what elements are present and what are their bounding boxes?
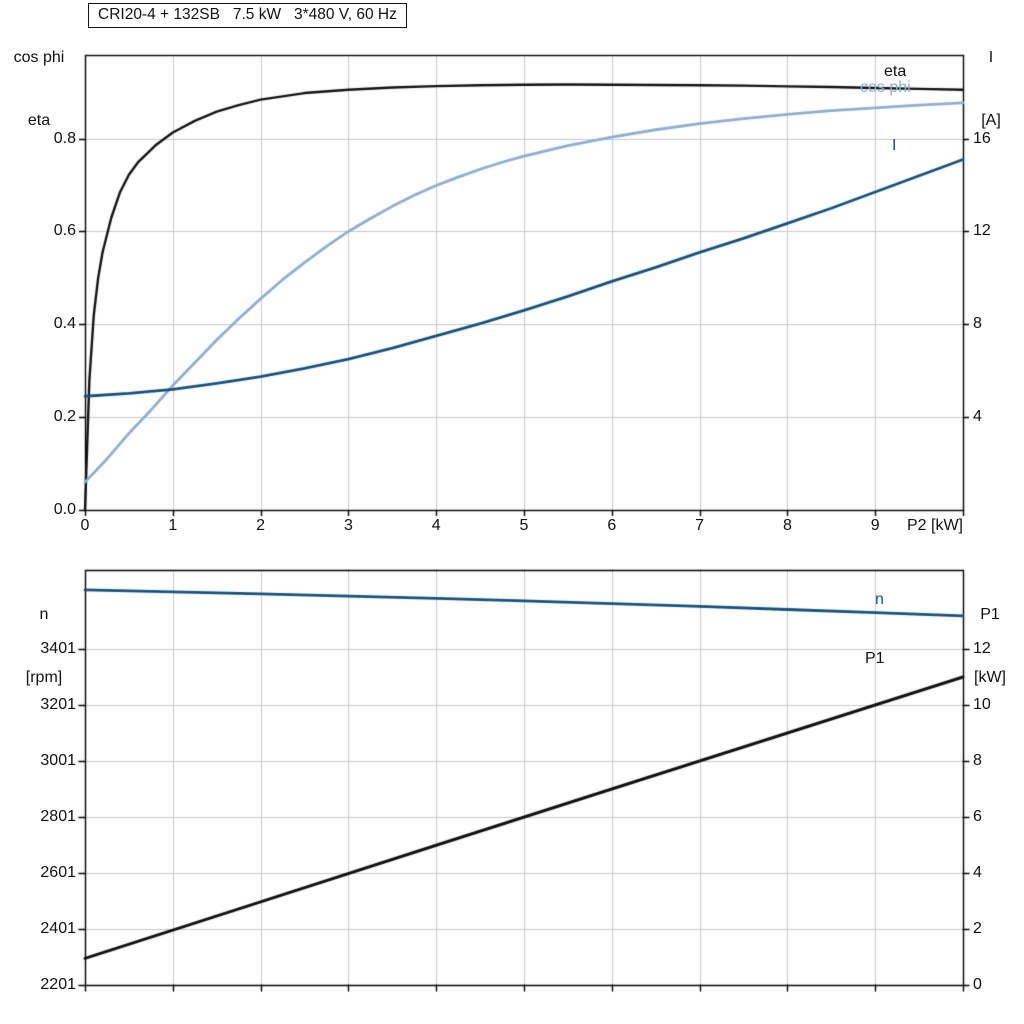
tick-label: 0.8 — [53, 129, 76, 147]
eta-axis-label: eta — [27, 112, 51, 129]
speed-unit-label: [rpm] — [25, 669, 63, 686]
bottom-left-axis-label: n [rpm] — [8, 562, 80, 730]
tick-label: 2801 — [40, 807, 76, 825]
tick-label: 0.4 — [53, 315, 76, 333]
chart-title-box: CRI20-4 + 132SB 7.5 kW 3*480 V, 60 Hz — [88, 3, 407, 28]
tick-label: 1 — [168, 517, 178, 534]
tick-label: 8 — [973, 751, 982, 769]
tick-label: 4 — [431, 517, 441, 534]
power-axis-label: P1 — [980, 606, 1000, 623]
tick-label: 12 — [973, 222, 991, 240]
tick-label: 4 — [973, 863, 982, 881]
tick-label: 3401 — [40, 639, 76, 657]
cos-phi-curve-label: cos phi — [860, 79, 911, 96]
tick-label: 5 — [519, 517, 529, 534]
bottom-right-axis-label: P1 [kW] — [960, 562, 1020, 730]
current-unit-label: [A] — [981, 112, 1001, 129]
tick-label: 0.6 — [53, 222, 76, 240]
cos-phi-axis-label: cos phi — [13, 49, 65, 66]
tick-label: 10 — [973, 695, 991, 713]
tick-label: 3201 — [40, 695, 76, 713]
power-curve-label: P1 — [865, 650, 885, 667]
x-axis-label-p2: P2 [kW] — [906, 517, 963, 534]
tick-label: 4 — [973, 408, 982, 426]
speed-axis-label: n — [39, 606, 49, 623]
tick-label: 0.2 — [53, 408, 76, 426]
tick-label: 3001 — [40, 751, 76, 769]
current-curve-label: I — [892, 137, 897, 154]
tick-label: 2 — [256, 517, 266, 534]
tick-label: 6 — [607, 517, 617, 534]
tick-label: 9 — [870, 517, 880, 534]
tick-label: 2201 — [40, 976, 76, 993]
current-axis-label: I — [988, 49, 994, 66]
tick-label: 0 — [80, 517, 90, 534]
eta-curve-label: eta — [884, 63, 907, 80]
tick-label: 7 — [695, 517, 705, 534]
tick-label: 16 — [973, 129, 991, 147]
tick-label: 3 — [343, 517, 353, 534]
tick-label: 0 — [973, 976, 982, 993]
tick-label: 2 — [973, 919, 982, 937]
top-left-axis-label: cos phi eta — [4, 5, 74, 173]
tick-label: 6 — [973, 807, 982, 825]
tick-label: 0.0 — [53, 501, 76, 518]
speed-curve-label: n — [875, 591, 884, 608]
tick-label: 2401 — [40, 919, 76, 937]
tick-label: 8 — [973, 315, 982, 333]
top-right-axis-label: I [A] — [962, 5, 1020, 173]
tick-label: 8 — [782, 517, 792, 534]
tick-label: 2601 — [40, 863, 76, 881]
power-unit-label: [kW] — [974, 669, 1006, 686]
tick-label: 12 — [973, 639, 991, 657]
